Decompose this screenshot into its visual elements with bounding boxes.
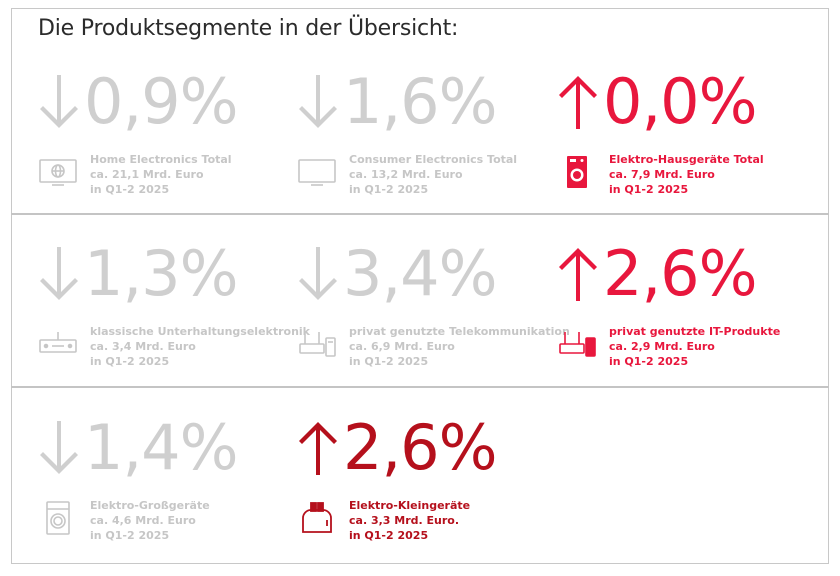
arrow-down-icon [38, 245, 80, 303]
segment-period: in Q1-2 2025 [349, 529, 429, 542]
row-divider [11, 213, 829, 215]
segment-home-electronics: 0,9% Home Electronics Total ca. 21,1 Mrd… [38, 70, 298, 230]
segment-period: in Q1-2 2025 [609, 183, 689, 196]
change-value: 1,4% [84, 411, 239, 484]
segment-period: in Q1-2 2025 [349, 355, 429, 368]
segment-telekommunikation: 3,4% privat genutzte Telekommunikation c… [297, 237, 570, 402]
segment-period: in Q1-2 2025 [90, 355, 170, 368]
receiver-icon [38, 326, 78, 362]
arrow-down-icon [297, 245, 339, 303]
segment-name: Elektro-Großgeräte [90, 499, 210, 512]
segment-amount: ca. 4,6 Mrd. Euro [90, 514, 196, 527]
segment-name: Home Electronics Total [90, 153, 232, 166]
row-divider [11, 386, 829, 388]
arrow-up-icon [297, 419, 339, 477]
segment-period: in Q1-2 2025 [349, 183, 429, 196]
segment-period: in Q1-2 2025 [90, 529, 170, 542]
change-value: 3,4% [343, 237, 498, 310]
segment-amount: ca. 6,9 Mrd. Euro [349, 340, 455, 353]
segment-name: privat genutzte IT-Produkte [609, 325, 781, 338]
tv-icon [297, 154, 337, 190]
washing-machine-icon [557, 154, 597, 190]
segment-name: Elektro-Hausgeräte Total [609, 153, 764, 166]
change-value: 0,9% [84, 65, 239, 138]
segment-name: klassische Unterhaltungselektronik [90, 325, 310, 338]
toaster-icon [297, 500, 337, 536]
segment-name: privat genutzte Telekommunikation [349, 325, 570, 338]
tv-globe-icon [38, 154, 78, 190]
segment-kleingeraete: 2,6% Elektro-Kleingeräte ca. 3,3 Mrd. Eu… [297, 416, 557, 576]
change-value: 2,6% [343, 411, 498, 484]
segment-unterhaltungselektronik: 1,3% klassische Unterhaltungselektronik … [38, 237, 310, 402]
segment-consumer-electronics: 1,6% Consumer Electronics Total ca. 13,2… [297, 70, 557, 230]
router-phone-icon [557, 326, 597, 362]
arrow-down-icon [297, 73, 339, 131]
segment-amount: ca. 3,4 Mrd. Euro [90, 340, 196, 353]
arrow-down-icon [38, 73, 80, 131]
change-value: 1,3% [84, 237, 239, 310]
segment-hausgeraete: 0,0% Elektro-Hausgeräte Total ca. 7,9 Mr… [557, 70, 817, 230]
segment-period: in Q1-2 2025 [609, 355, 689, 368]
segment-period: in Q1-2 2025 [90, 183, 170, 196]
overview-panel [11, 8, 829, 564]
change-value: 2,6% [603, 237, 758, 310]
segment-name: Consumer Electronics Total [349, 153, 518, 166]
segment-amount: ca. 2,9 Mrd. Euro [609, 340, 715, 353]
change-value: 1,6% [343, 65, 498, 138]
change-value: 0,0% [603, 65, 758, 138]
page-title: Die Produktsegmente in der Übersicht: [38, 16, 459, 41]
segment-amount: ca. 21,1 Mrd. Euro [90, 168, 204, 181]
segment-it-produkte: 2,6% privat genutzte IT-Produkte ca. 2,9… [557, 242, 817, 402]
washing-machine-icon [38, 500, 78, 536]
arrow-up-icon [557, 245, 599, 303]
router-phone-icon [297, 326, 337, 362]
segment-name: Elektro-Kleingeräte [349, 499, 471, 512]
segment-amount: ca. 7,9 Mrd. Euro [609, 168, 715, 181]
segment-amount: ca. 13,2 Mrd. Euro [349, 168, 463, 181]
segment-grossgeraete: 1,4% Elektro-Großgeräte ca. 4,6 Mrd. Eur… [38, 416, 298, 576]
arrow-down-icon [38, 419, 80, 477]
arrow-up-icon [557, 73, 599, 131]
segment-amount: ca. 3,3 Mrd. Euro. [349, 514, 460, 527]
